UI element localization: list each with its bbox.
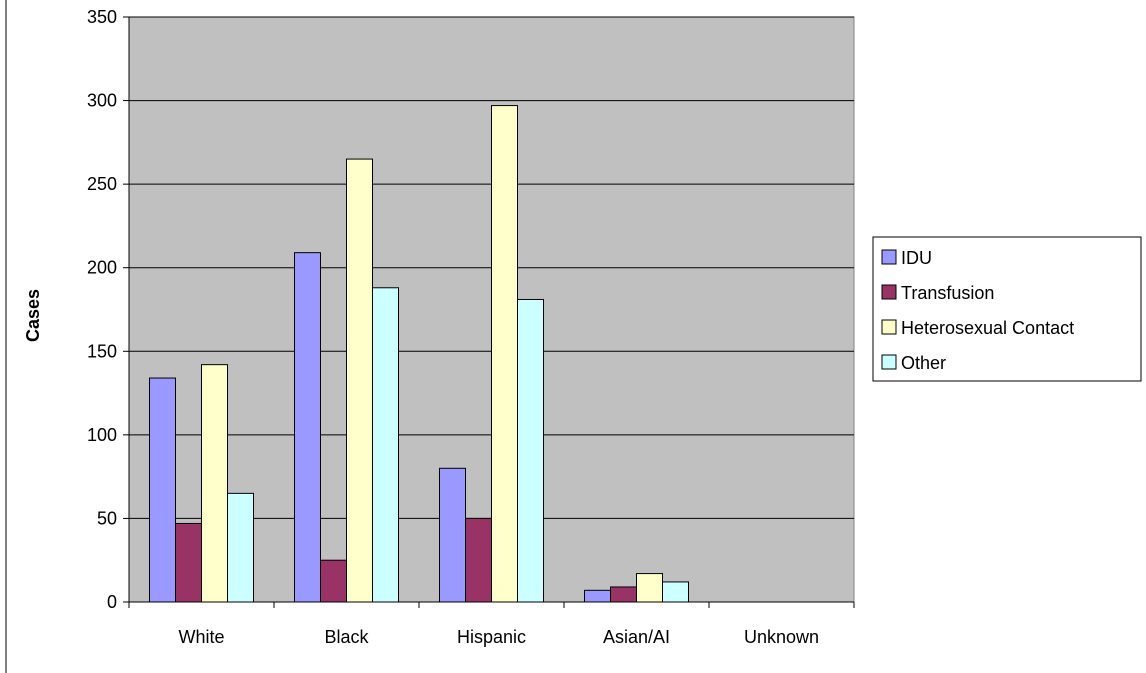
bar-transfusion-white (175, 522, 202, 603)
legend-swatch (881, 319, 897, 335)
x-tick-label: Unknown (744, 627, 819, 647)
bar-idu-white (149, 377, 176, 603)
bars (149, 105, 689, 603)
bar-idu-asian-ai (584, 589, 611, 603)
y-tick-labels: 0 50 100 150 200 250 300 350 (87, 7, 117, 612)
legend-label: Heterosexual Contact (901, 318, 1074, 338)
bar-transfusion-hispanic (465, 517, 492, 603)
bar-other-white (227, 492, 254, 603)
x-tick-label: Asian/AI (603, 627, 670, 647)
bar-other-black (372, 287, 399, 603)
y-tick-label: 100 (87, 425, 117, 445)
bar-heterosexual-contact-asian-ai (636, 573, 663, 603)
x-tick-label: Hispanic (457, 627, 526, 647)
bar-transfusion-black (320, 559, 347, 603)
bar-heterosexual-contact-white (201, 364, 228, 603)
x-tick-label: Black (324, 627, 369, 647)
bar-heterosexual-contact-hispanic (491, 105, 518, 603)
y-tick-label: 300 (87, 91, 117, 111)
y-tick-label: 0 (107, 592, 117, 612)
y-tick-label: 350 (87, 7, 117, 27)
bar-heterosexual-contact-black (346, 158, 373, 603)
bar-idu-hispanic (439, 467, 466, 603)
legend-box (872, 236, 1142, 382)
legend-swatch (881, 249, 897, 265)
y-tick-label: 150 (87, 341, 117, 361)
legend: IDU Transfusion Heterosexual Contact Other (872, 236, 1142, 382)
y-tick-label: 200 (87, 258, 117, 278)
x-tick-label: White (178, 627, 224, 647)
bar-other-hispanic (517, 298, 544, 603)
legend-swatch (881, 284, 897, 300)
y-tick-label: 50 (97, 508, 117, 528)
x-tick-labels: White Black Hispanic Asian/AI Unknown (178, 627, 819, 647)
legend-label: Transfusion (901, 283, 994, 303)
legend-swatch (881, 354, 897, 370)
legend-label: IDU (901, 248, 932, 268)
y-axis-label: Cases (23, 289, 43, 342)
axes (123, 16, 855, 608)
y-tick-label: 250 (87, 174, 117, 194)
bar-other-asian-ai (662, 581, 689, 603)
bar-idu-black (294, 252, 321, 603)
bar-transfusion-asian-ai (610, 586, 637, 603)
legend-label: Other (901, 353, 946, 373)
